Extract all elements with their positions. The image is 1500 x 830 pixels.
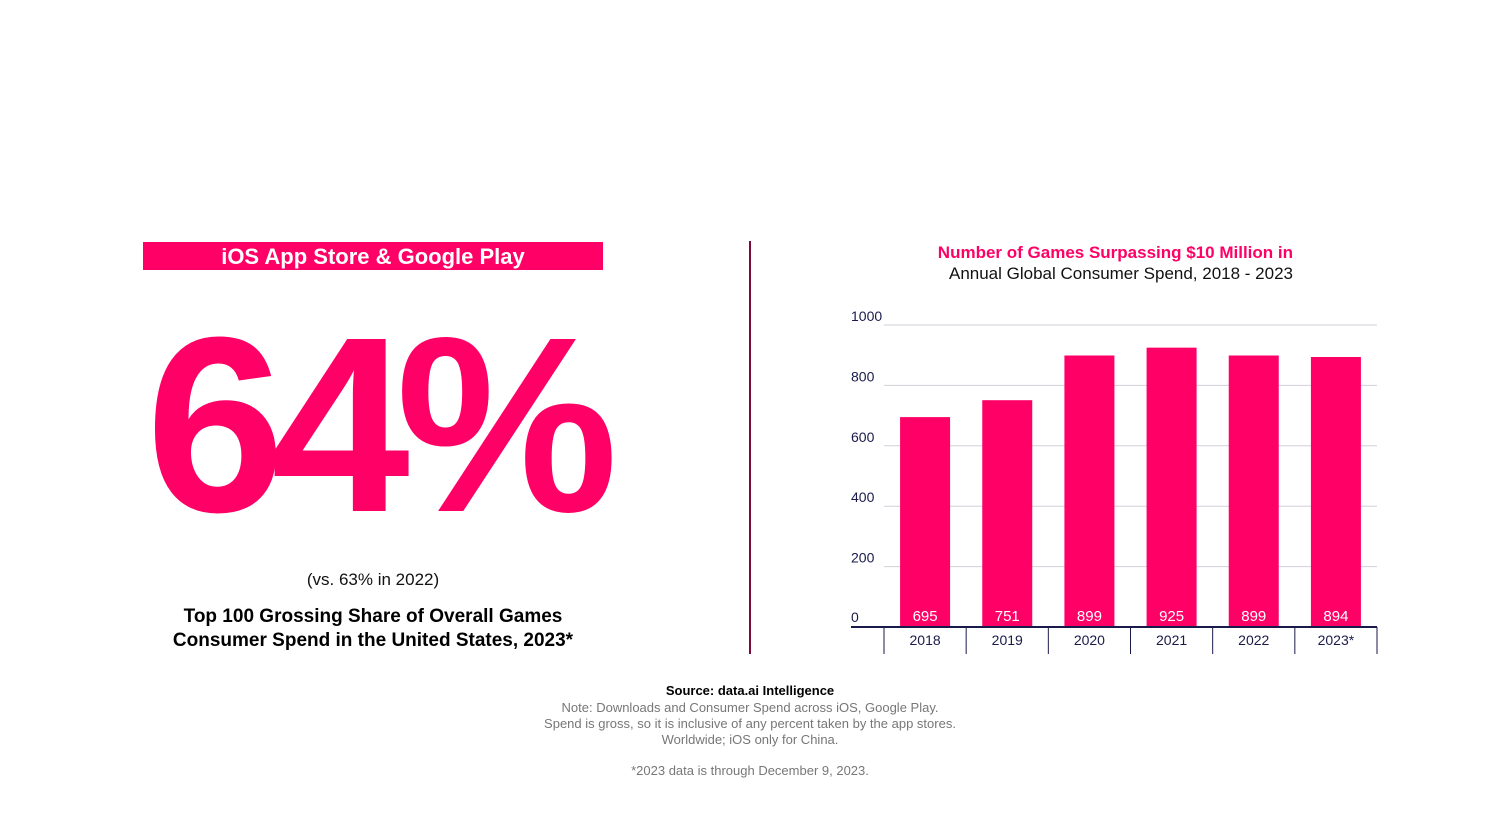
note-block: Note: Downloads and Consumer Spend acros… [450,700,1050,748]
bar [1064,355,1115,627]
bar [900,417,951,627]
big-stat-value: 64% [145,285,618,564]
x-tick-label: 2019 [992,632,1023,648]
data-label: 925 [1159,608,1184,625]
comparison-note: (vs. 63% in 2022) [306,570,440,589]
source-line: Source: data.ai Intelligence [665,683,835,698]
y-tick-label: 400 [851,489,875,505]
x-tick-label: 2018 [910,632,941,648]
x-tick-label: 2020 [1074,632,1105,648]
x-tick-label: 2021 [1156,632,1187,648]
y-tick-label: 0 [851,609,859,625]
data-label: 894 [1323,608,1348,625]
data-label: 899 [1077,608,1102,625]
note-line2: Spend is gross, so it is inclusive of an… [544,716,956,731]
y-tick-label: 800 [851,368,875,384]
chart-title: Number of Games Surpassing $10 Million i… [937,243,1293,262]
platform-banner: iOS App Store & Google Play [143,242,603,270]
stat-caption-line1: Top 100 Grossing Share of Overall Games [183,606,563,627]
bar [1146,347,1197,627]
stat-caption: Top 100 Grossing Share of Overall Games … [143,605,603,653]
data-label: 751 [995,608,1020,625]
stat-caption-line2: Consumer Spend in the United States, 202… [172,630,574,651]
x-tick-label: 2023* [1318,632,1355,648]
footnote: *2023 data is through December 9, 2023. [631,763,869,778]
x-tick-label: 2022 [1238,632,1269,648]
bar [1228,355,1279,627]
data-label: 695 [913,608,938,625]
y-tick-label: 1000 [851,308,882,324]
chart-subtitle: Annual Global Consumer Spend, 2018 - 202… [948,264,1293,283]
bar [982,400,1033,627]
note-line1: Note: Downloads and Consumer Spend acros… [561,700,939,715]
y-tick-label: 200 [851,550,875,566]
note-line3: Worldwide; iOS only for China. [661,732,839,747]
y-tick-label: 600 [851,429,875,445]
data-label: 899 [1241,608,1266,625]
bar [1310,357,1361,627]
vertical-divider [749,241,751,654]
